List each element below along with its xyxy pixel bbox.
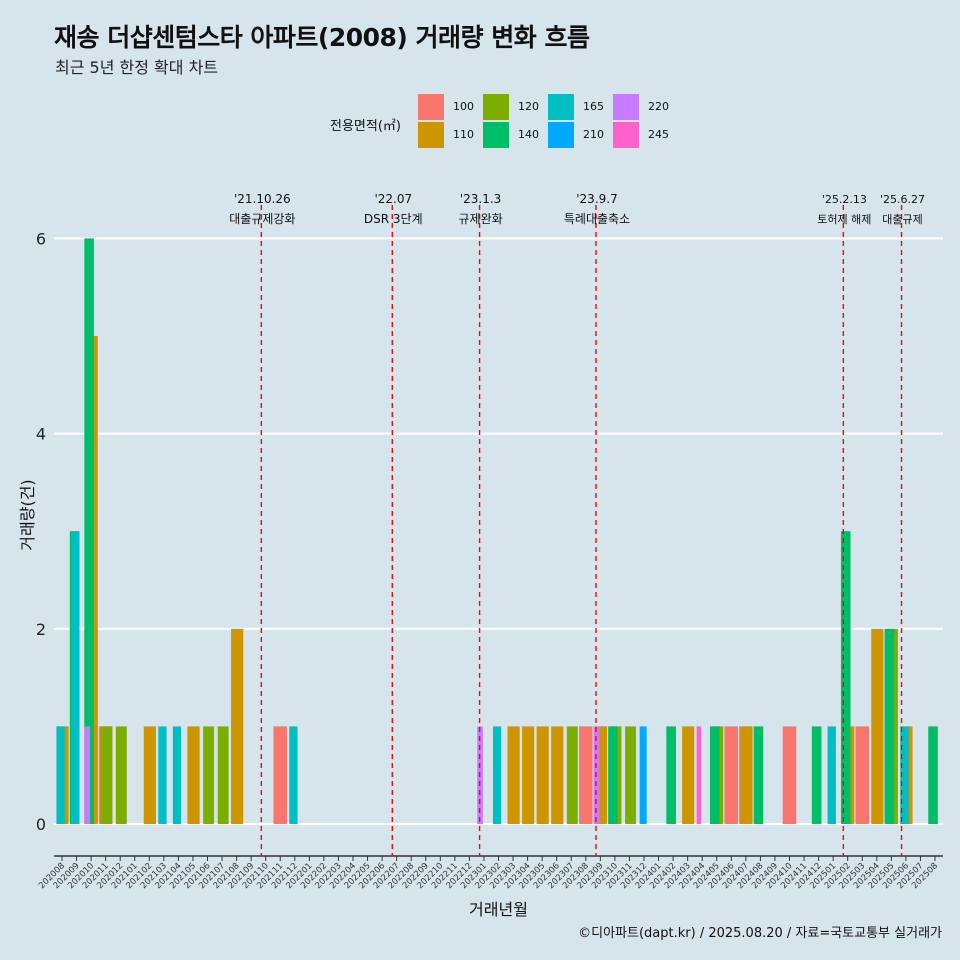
- bar-120-202012: [115, 726, 127, 824]
- legend-label-100: 100: [453, 100, 474, 113]
- bar-100-202503: [855, 726, 869, 824]
- legend-label-110: 110: [453, 128, 474, 141]
- event-date-202502: '25.2.13: [822, 193, 867, 206]
- chart-subtitle: 최근 5년 한정 확대 차트: [55, 58, 219, 77]
- bar-140-202405: [710, 726, 720, 824]
- legend-swatch-120: [483, 94, 509, 120]
- bar-165-202501: [827, 726, 836, 824]
- y-tick-label: 0: [36, 815, 46, 834]
- bar-220-202010: [84, 726, 91, 824]
- x-axis-title: 거래년월: [469, 900, 528, 919]
- chart-title: 재송 더샵센텀스타 아파트(2008) 거래량 변화 흐름: [54, 23, 590, 52]
- bar-140-202505: [884, 628, 895, 824]
- source-caption: ©디아파트(dapt.kr) / 2025.08.20 / 자료=국토교통부 실…: [578, 926, 942, 941]
- legend-swatch-100: [418, 94, 444, 120]
- bar-140-202310: [608, 726, 618, 824]
- bar-140-202502: [840, 531, 851, 824]
- legend-swatch-220: [613, 94, 639, 120]
- legend-swatch-110: [418, 122, 444, 148]
- bar-120-202011: [101, 726, 113, 824]
- event-date-202506: '25.6.27: [880, 193, 925, 206]
- bar-110-202403: [682, 726, 695, 824]
- legend-label-245: 245: [648, 128, 669, 141]
- event-label-202207: DSR 3단계: [364, 212, 423, 226]
- bar-110-202305: [536, 726, 549, 824]
- bar-120-202307: [566, 726, 578, 824]
- legend-label-165: 165: [583, 100, 604, 113]
- y-tick-label: 2: [36, 620, 46, 639]
- legend: 전용면적(㎡) 100 110 120 140 165 210 220 245: [0, 0, 960, 170]
- bar-100-202406: [724, 726, 739, 824]
- bar-165-202506: [900, 726, 909, 824]
- bar-110-202304: [522, 726, 535, 824]
- bar-165-202302: [492, 726, 502, 824]
- bar-100-202308: [579, 726, 593, 824]
- bar-110-202306: [551, 726, 564, 824]
- event-label-202110: 대출규제강화: [229, 212, 295, 226]
- y-tick-label: 6: [36, 229, 46, 248]
- bar-120-202106: [203, 726, 215, 824]
- legend-label-220: 220: [648, 100, 669, 113]
- bar-110-202108: [231, 628, 244, 824]
- legend-label-120: 120: [518, 100, 539, 113]
- event-date-202110: '21.10.26: [234, 192, 291, 206]
- y-tick-label: 4: [36, 425, 46, 444]
- bar-165-202103: [158, 726, 167, 824]
- bar-110-202105: [187, 726, 200, 824]
- bar-120-202107: [217, 726, 229, 824]
- bar-110-202102: [143, 726, 156, 824]
- bar-120-202311: [625, 726, 636, 824]
- bar-140-202402: [666, 726, 676, 824]
- bar-140-202010: [84, 238, 94, 824]
- event-label-202502: 토허제 해제: [817, 212, 871, 226]
- bar-100-202111: [273, 726, 287, 824]
- legend-swatch-245: [613, 122, 639, 148]
- bar-140-202508: [928, 726, 938, 824]
- bar-110-202504: [871, 628, 884, 824]
- legend-swatch-210: [548, 122, 574, 148]
- bar-140-202408: [753, 726, 764, 824]
- bar-210-202312: [639, 726, 647, 824]
- bar-245-202404: [696, 726, 702, 824]
- legend-label-140: 140: [518, 128, 539, 141]
- bar-110-202407: [740, 726, 753, 824]
- legend-title: 전용면적(㎡): [330, 119, 401, 134]
- bar-165-202008: [56, 726, 65, 824]
- bar-165-202112: [289, 726, 298, 824]
- bar-165-202009: [71, 531, 80, 824]
- event-date-202309: '23.9.7: [576, 192, 617, 206]
- bar-165-202104: [172, 726, 182, 824]
- bar-100-202410: [782, 726, 797, 824]
- event-date-202301: '23.1.3: [460, 192, 501, 206]
- legend-label-210: 210: [583, 128, 604, 141]
- event-label-202506: 대출규제: [882, 213, 922, 226]
- bar-140-202412: [811, 726, 822, 824]
- event-label-202309: 특례대출축소: [564, 212, 630, 226]
- event-label-202301: 규제완화: [458, 212, 502, 226]
- y-axis-title: 거래량(건): [18, 479, 37, 550]
- bar-110-202303: [507, 726, 520, 824]
- event-date-202207: '22.07: [374, 192, 412, 206]
- legend-swatch-165: [548, 94, 574, 120]
- legend-swatch-140: [483, 122, 509, 148]
